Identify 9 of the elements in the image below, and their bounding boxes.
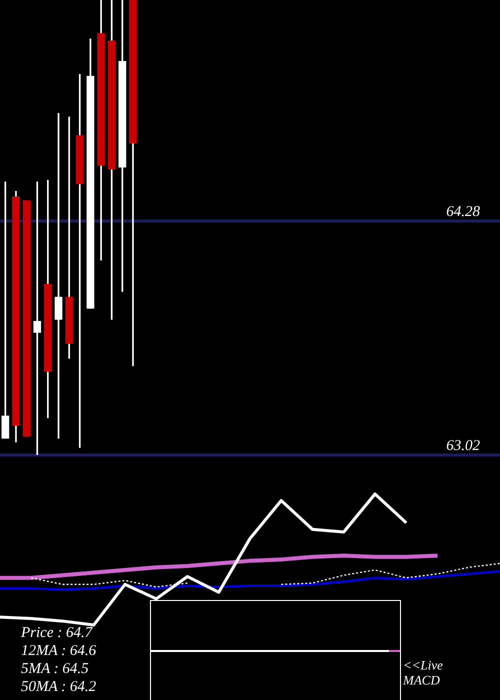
annotation: Price : 64.7 xyxy=(20,624,94,641)
text: 50MA : 64.2 xyxy=(21,678,97,695)
ref-line-label: 63.02 xyxy=(446,438,480,454)
text: <<Live MACD xyxy=(402,657,444,688)
candlestick xyxy=(54,112,62,439)
text: 5MA : 64.5 xyxy=(21,660,90,677)
text: 12MA : 64.6 xyxy=(21,642,97,659)
candlestick xyxy=(22,200,30,437)
ref-line-label: 64.28 xyxy=(446,204,480,220)
